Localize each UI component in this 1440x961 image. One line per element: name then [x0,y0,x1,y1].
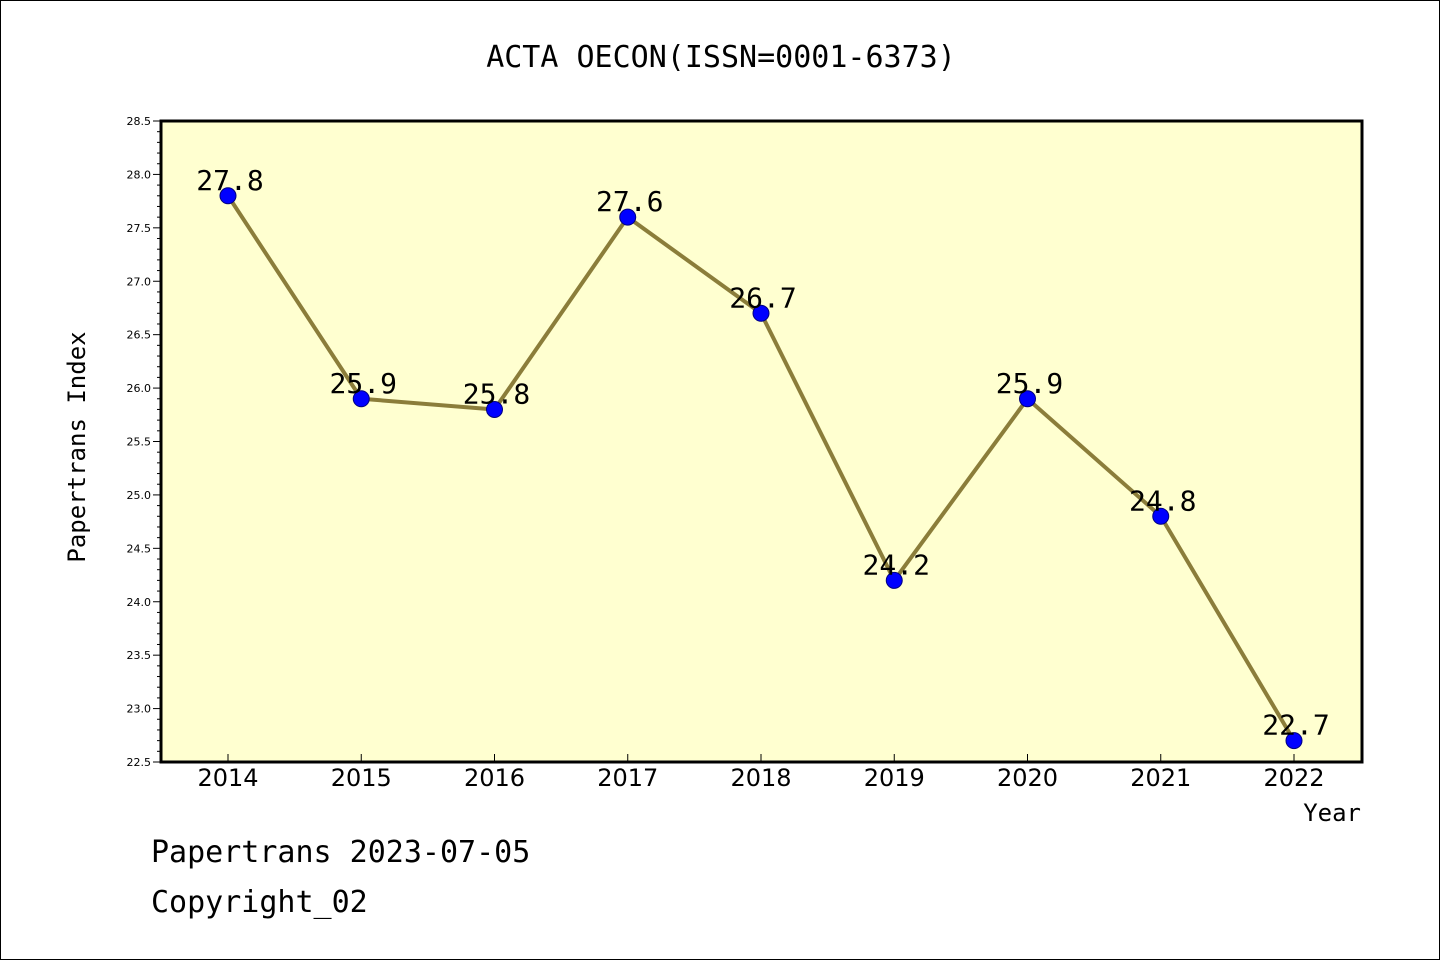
plot-area [159,119,1364,764]
x-tick-label: 2015 [331,764,392,792]
footer-date: Papertrans 2023-07-05 [151,835,531,870]
y-axis-ticks: 22.5 23.0 23.5 24.0 24.5 25.0 25.5 26.0 26.5 27.0… [127,115,161,769]
x-tick-label: 2017 [597,764,658,792]
data-point [1019,390,1036,408]
data-label: 24.2 [863,548,930,581]
data-label: 27.8 [196,164,263,197]
y-tick-label: 22.5 [127,756,152,769]
x-tick-label: 2018 [730,764,791,792]
data-label: 24.8 [1129,484,1196,517]
data-label: 25.8 [463,377,530,410]
data-point [219,187,237,205]
data-point [486,400,503,418]
y-tick-label: 25.5 [127,436,152,449]
y-tick-label: 28.5 [127,115,152,128]
data-label: 27.6 [596,185,663,218]
y-tick-label: 28.0 [127,168,152,181]
x-axis-ticks: 2014 2015 2016 2017 2018 2019 2020 2021 2022 [197,754,1325,792]
data-point [352,390,370,408]
y-tick-label: 25.0 [127,489,152,502]
y-tick-label: 24.5 [127,542,152,555]
series-layer [219,187,1303,750]
x-tick-label: 2022 [1263,764,1324,792]
footer-copyright: Copyright_02 [151,885,368,920]
y-axis-label: Papertrans Index [63,331,91,562]
x-tick-label: 2016 [464,764,525,792]
data-label: 22.7 [1262,709,1329,742]
y-tick-label: 24.0 [127,596,152,609]
data-point [619,208,637,226]
y-tick-label: 27.0 [127,275,152,288]
data-point [1152,507,1170,525]
chart-title: ACTA OECON(ISSN=0001-6373) [486,40,956,75]
y-tick-label: 26.0 [127,382,152,395]
x-tick-label: 2014 [197,764,258,792]
y-tick-label: 23.5 [127,649,152,662]
x-tick-label: 2019 [864,764,925,792]
x-tick-label: 2021 [1130,764,1191,792]
y-tick-label: 23.0 [127,703,152,716]
data-point [1285,732,1303,750]
data-label: 25.9 [330,367,397,400]
x-tick-label: 2020 [997,764,1058,792]
data-label: 25.9 [996,367,1063,400]
data-label: 26.7 [729,281,796,314]
data-labels-layer: 27.8 25.9 25.8 27.6 26.7 24.2 25.9 24.8 22.7 [196,164,1329,742]
data-point [752,304,770,322]
x-axis-label: Year [1303,799,1361,827]
y-tick-label: 27.5 [127,222,152,235]
y-tick-label: 26.5 [127,329,152,342]
data-point [885,571,903,589]
